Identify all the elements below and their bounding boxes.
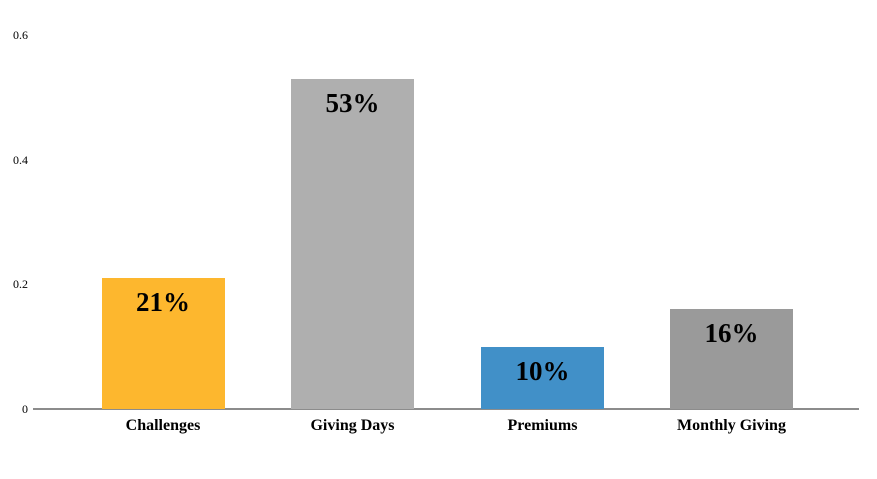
bar-value-label: 16% bbox=[704, 318, 759, 348]
y-tick-label: 0 bbox=[22, 402, 28, 416]
bar-premiums: 10% bbox=[481, 347, 604, 409]
x-category-label: Giving Days bbox=[310, 417, 395, 434]
bar-giving-days: 53% bbox=[291, 79, 414, 409]
bar-monthly-giving: 16% bbox=[670, 309, 793, 409]
bar-value-label: 53% bbox=[325, 88, 380, 118]
bar-value-label: 21% bbox=[136, 287, 190, 317]
y-tick-label: 0.2 bbox=[13, 277, 28, 292]
x-category-label: Challenges bbox=[125, 417, 201, 434]
x-axis-line bbox=[33, 408, 859, 410]
bar-challenges: 21% bbox=[101, 278, 225, 409]
y-tick-label: 0.4 bbox=[13, 152, 28, 167]
bar-value-label: 10% bbox=[515, 356, 570, 386]
y-tick-label: 0.6 bbox=[13, 28, 28, 43]
x-category-label: Monthly Giving bbox=[677, 417, 786, 434]
x-category-label: Premiums bbox=[507, 417, 578, 434]
